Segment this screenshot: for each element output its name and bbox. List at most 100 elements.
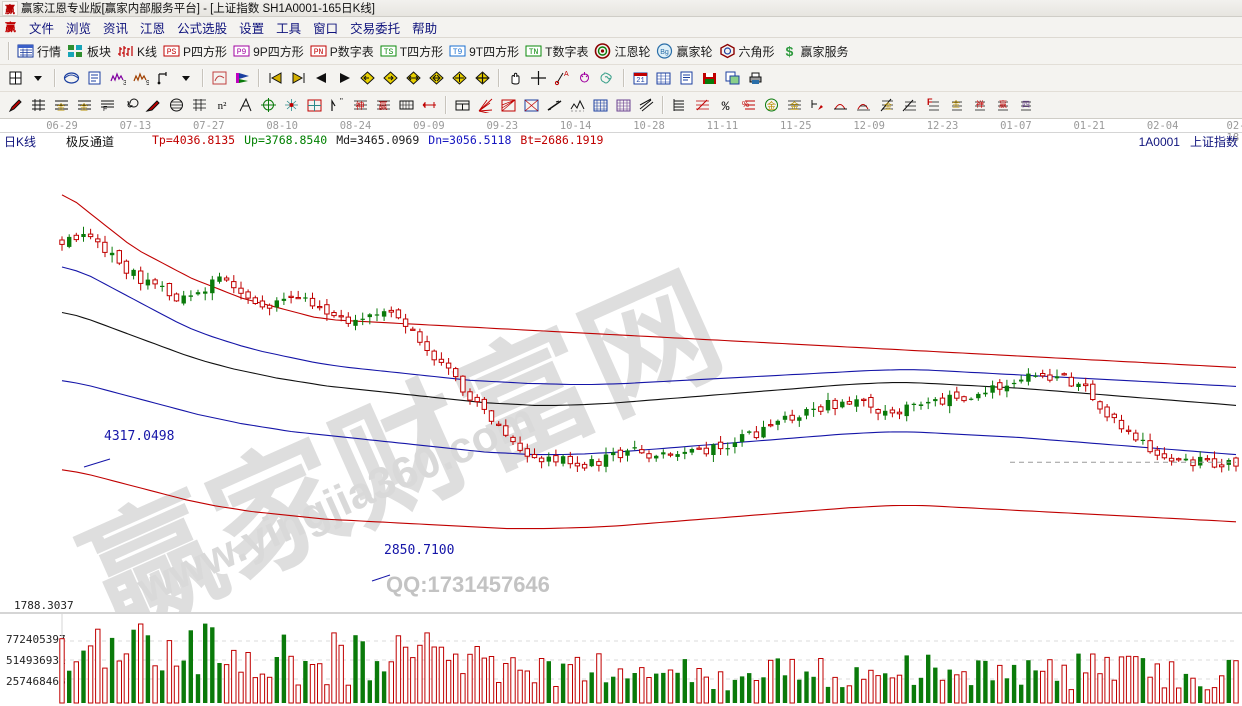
toolbar-button-first-page[interactable]: [264, 67, 287, 89]
toolbar-button-shen-grid[interactable]: 神: [349, 94, 372, 116]
volume-pane[interactable]: 1788.3037 772405397 514936931 257468466: [0, 599, 1242, 706]
toolbar-button-ying-grid[interactable]: 赢: [372, 94, 395, 116]
toolbar-button-arch-red[interactable]: [852, 94, 875, 116]
toolbar-button-star-point[interactable]: [280, 94, 303, 116]
toolbar-button-report-list[interactable]: [83, 67, 106, 89]
toolbar-button-percent-grid[interactable]: F: [96, 94, 119, 116]
toolbar-button-print[interactable]: [744, 67, 767, 89]
price-plot[interactable]: [0, 149, 1242, 612]
toolbar-button-step-up[interactable]: [898, 94, 921, 116]
toolbar-button-pitch-fork[interactable]: [152, 67, 175, 89]
toolbar-button-K线[interactable]: K线: [114, 40, 160, 62]
toolbar-button-hv-arrow[interactable]: [418, 94, 441, 116]
chart-area[interactable]: 06-29 07-13 07-27 08-10 08-24 09-09 09-23 10-14…: [0, 119, 1242, 612]
toolbar-button-matrix[interactable]: [395, 94, 418, 116]
toolbar-button-9P四方形[interactable]: P9 9P四方形: [230, 40, 307, 62]
toolbar-button-zoom-out[interactable]: [425, 67, 448, 89]
menu-item-0[interactable]: 文件: [29, 21, 55, 36]
toolbar-button-angle-line[interactable]: [234, 94, 257, 116]
toolbar-button-fit-screen[interactable]: [448, 67, 471, 89]
toolbar-button-fan-lines[interactable]: [474, 94, 497, 116]
toolbar-button-zoom-in[interactable]: [402, 67, 425, 89]
toolbar-button-grid-fan[interactable]: [520, 94, 543, 116]
toolbar-button-grid-square-2[interactable]: [612, 94, 635, 116]
toolbar-button-grid-lines[interactable]: [188, 94, 211, 116]
toolbar-button-trend-line[interactable]: [543, 94, 566, 116]
toolbar-button-rect-frame[interactable]: [451, 94, 474, 116]
toolbar-button-mark-point[interactable]: A: [550, 67, 573, 89]
toolbar-button-note[interactable]: [675, 67, 698, 89]
toolbar-button-T四方形[interactable]: TS T四方形: [377, 40, 446, 62]
toolbar-button-prev-page[interactable]: [310, 67, 333, 89]
menu-item-4[interactable]: 公式选股: [177, 21, 228, 36]
toolbar-button-copy[interactable]: [721, 67, 744, 89]
toolbar-button-wave-mark[interactable]: ": [326, 94, 349, 116]
toolbar-button-formula-edit[interactable]: [208, 67, 231, 89]
toolbar-button-gold-circle[interactable]: 金: [760, 94, 783, 116]
toolbar-button-next-page[interactable]: [333, 67, 356, 89]
toolbar-button-板块[interactable]: 板块: [64, 40, 114, 62]
toolbar-button-n2-square[interactable]: n²: [211, 94, 234, 116]
toolbar-button-pen-draw[interactable]: [4, 94, 27, 116]
toolbar-button-four-step[interactable]: 四: [1013, 94, 1036, 116]
toolbar-button-T数字表[interactable]: TN T数字表: [522, 40, 591, 62]
toolbar-button-江恩轮[interactable]: 江恩轮: [591, 40, 653, 62]
toolbar-button-target-circle[interactable]: [257, 94, 280, 116]
toolbar-button-ying-step[interactable]: 赢: [990, 94, 1013, 116]
menu-item-1[interactable]: 浏览: [66, 21, 92, 36]
toolbar-button-paint-bucket[interactable]: [806, 94, 829, 116]
toolbar-button-行情[interactable]: 行情: [14, 40, 64, 62]
toolbar-button-percent[interactable]: %: [714, 94, 737, 116]
toolbar-button-table[interactable]: [652, 67, 675, 89]
toolbar-button-crosshair[interactable]: [527, 67, 550, 89]
toolbar-button-六角形[interactable]: 六角形: [716, 40, 778, 62]
toolbar-button-last-page[interactable]: [287, 67, 310, 89]
toolbar-button-box-target[interactable]: [303, 94, 326, 116]
menu-item-8[interactable]: 交易委托: [350, 21, 401, 36]
toolbar-button-sub-indicator-9[interactable]: 9: [129, 67, 152, 89]
toolbar-button-percent-cross[interactable]: [691, 94, 714, 116]
toolbar-button-pencil-red[interactable]: [142, 94, 165, 116]
menu-item-3[interactable]: 江恩: [140, 21, 166, 36]
toolbar-button-pitch-dropdown[interactable]: [175, 67, 198, 89]
toolbar-button-period-day[interactable]: [4, 67, 27, 89]
toolbar-button-color-bars[interactable]: [231, 67, 254, 89]
toolbar-button-P四方形[interactable]: PS P四方形: [160, 40, 230, 62]
toolbar-button-gold-step2[interactable]: 金: [944, 94, 967, 116]
toolbar-button-f-step[interactable]: F: [921, 94, 944, 116]
toolbar-button-parallel-lines[interactable]: [635, 94, 658, 116]
toolbar-button-gold-grid-2[interactable]: 金: [73, 94, 96, 116]
toolbar-button-P数字表[interactable]: PN P数字表: [307, 40, 377, 62]
toolbar-button-gold-grid-1[interactable]: 金: [50, 94, 73, 116]
menu-item-2[interactable]: 资讯: [103, 21, 129, 36]
toolbar-button-ladder[interactable]: [668, 94, 691, 116]
toolbar-button-gold-step[interactable]: 金: [875, 94, 898, 116]
toolbar-button-brain[interactable]: [596, 67, 619, 89]
toolbar-button-indicator-overlay[interactable]: [60, 67, 83, 89]
toolbar-button-period-dropdown[interactable]: [27, 67, 50, 89]
toolbar-button-hand-pan[interactable]: [504, 67, 527, 89]
toolbar-button-grid-square[interactable]: [589, 94, 612, 116]
toolbar-button-gann-fan[interactable]: [27, 94, 50, 116]
menu-item-6[interactable]: 工具: [276, 21, 302, 36]
menu-item-7[interactable]: 窗口: [313, 21, 339, 36]
toolbar-button-fib-box[interactable]: [497, 94, 520, 116]
toolbar-button-赢家轮[interactable]: Bg 赢家轮: [653, 40, 715, 62]
toolbar-button-shen-step[interactable]: 禅: [967, 94, 990, 116]
toolbar-button-9T四方形[interactable]: T9 9T四方形: [446, 40, 522, 62]
toolbar-button-gold-bar[interactable]: 金: [783, 94, 806, 116]
toolbar-button-circle-grid[interactable]: [165, 94, 188, 116]
toolbar-button-zoom-right[interactable]: [379, 67, 402, 89]
toolbar-button-main-indicator-3[interactable]: 3: [106, 67, 129, 89]
toolbar-button-zigzag[interactable]: [566, 94, 589, 116]
toolbar-button-calendar[interactable]: 21: [629, 67, 652, 89]
menu-item-5[interactable]: 设置: [239, 21, 265, 36]
toolbar-button-move-all[interactable]: [471, 67, 494, 89]
menu-item-9[interactable]: 帮助: [412, 21, 438, 36]
toolbar-button-arch-line[interactable]: [829, 94, 852, 116]
toolbar-button-zoom-left[interactable]: [356, 67, 379, 89]
toolbar-button-赢家服务[interactable]: $ 赢家服务: [778, 40, 852, 62]
toolbar-button-percent-line[interactable]: %: [737, 94, 760, 116]
toolbar-button-save-disk[interactable]: [698, 67, 721, 89]
toolbar-button-flower-draw[interactable]: [573, 67, 596, 89]
